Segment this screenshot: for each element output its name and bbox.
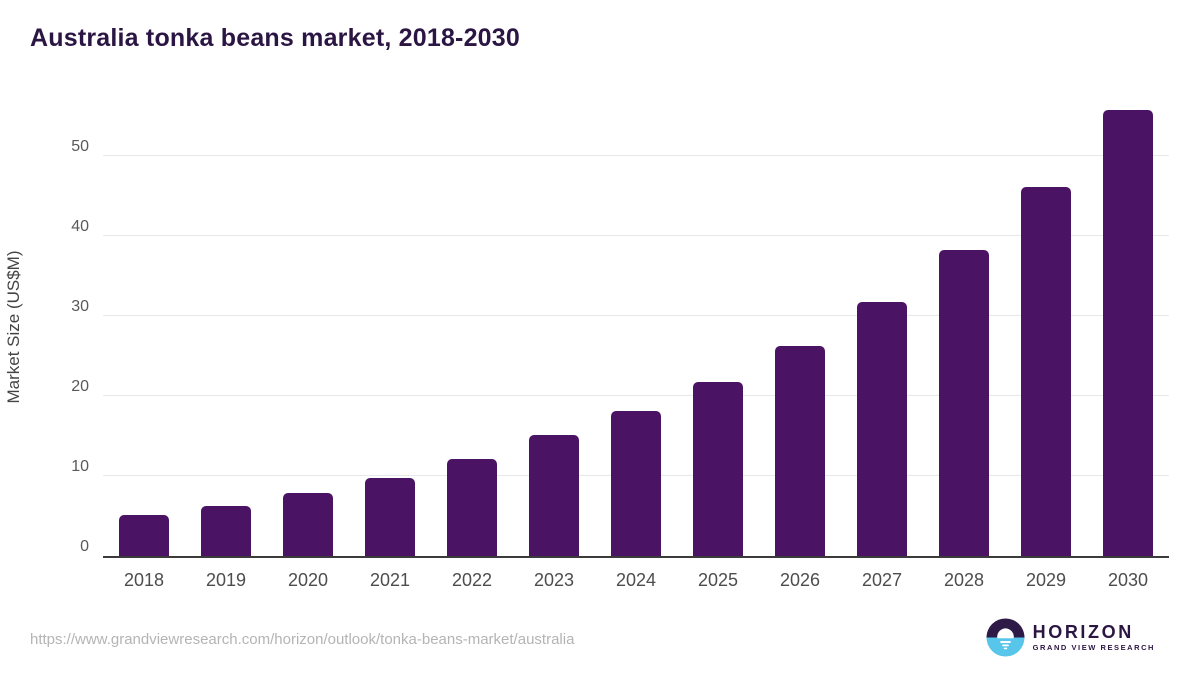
bar-2019 bbox=[201, 505, 251, 556]
horizon-logo-icon bbox=[986, 618, 1025, 657]
bar-2018 bbox=[119, 515, 169, 556]
bar-2022 bbox=[447, 459, 497, 556]
y-tick-label-30: 30 bbox=[71, 297, 89, 315]
chart-title: Australia tonka beans market, 2018-2030 bbox=[30, 24, 520, 52]
brand-subtitle: GRAND VIEW RESEARCH bbox=[1032, 643, 1155, 653]
bar-2021 bbox=[365, 478, 415, 556]
bar-2029 bbox=[1021, 187, 1071, 556]
y-tick-label-0: 0 bbox=[80, 538, 89, 555]
bars-container bbox=[103, 97, 1169, 556]
x-tick-label-2023: 2023 bbox=[533, 570, 575, 590]
bar-2030 bbox=[1103, 110, 1153, 556]
bar-slot bbox=[431, 97, 513, 556]
bar-2027 bbox=[857, 302, 907, 556]
bar-2026 bbox=[775, 346, 825, 556]
x-tick-label-2028: 2028 bbox=[943, 570, 985, 590]
plot-area: 2018 2019 2020 2021 2022 2023 2024 2025 2026 2027… bbox=[71, 97, 1169, 590]
x-tick-label-2030: 2030 bbox=[1107, 570, 1149, 590]
bar-2025 bbox=[693, 381, 743, 556]
bar-slot bbox=[267, 97, 349, 556]
x-axis-labels: 2018 2019 2020 2021 2022 2023 2024 2025 2026 2027… bbox=[103, 570, 1169, 591]
bar-slot bbox=[1005, 97, 1087, 556]
bar-2020 bbox=[283, 492, 333, 556]
bar-slot bbox=[349, 97, 431, 556]
x-tick-label-2024: 2024 bbox=[615, 570, 657, 590]
bar-slot bbox=[677, 97, 759, 556]
gridline-20 bbox=[103, 394, 1169, 396]
bar-slot bbox=[759, 97, 841, 556]
bar-slot bbox=[841, 97, 923, 556]
bar-slot bbox=[513, 97, 595, 556]
y-tick-label-10: 10 bbox=[71, 457, 89, 475]
bar-slot bbox=[185, 97, 267, 556]
gridline-40 bbox=[103, 234, 1169, 236]
x-tick-label-2027: 2027 bbox=[861, 570, 903, 590]
x-tick-label-2020: 2020 bbox=[287, 570, 329, 590]
bar-2024 bbox=[611, 411, 661, 556]
y-tick-label-50: 50 bbox=[71, 137, 89, 155]
y-axis-title: Market Size (US$M) bbox=[4, 250, 23, 404]
bar-slot bbox=[103, 97, 185, 556]
x-tick-label-2019: 2019 bbox=[205, 570, 247, 590]
bar-2023 bbox=[529, 435, 579, 556]
x-tick-label-2018: 2018 bbox=[123, 570, 165, 590]
x-tick-label-2021: 2021 bbox=[369, 570, 411, 590]
x-tick-label-2025: 2025 bbox=[697, 570, 739, 590]
bar-slot bbox=[595, 97, 677, 556]
y-tick-label-40: 40 bbox=[71, 217, 89, 235]
source-url: https://www.grandviewresearch.com/horizo… bbox=[30, 631, 575, 648]
bar-slot bbox=[923, 97, 1005, 556]
x-tick-label-2022: 2022 bbox=[451, 570, 493, 590]
gridline-30 bbox=[103, 314, 1169, 316]
brand-text: HORIZON GRAND VIEW RESEARCH bbox=[1032, 621, 1155, 653]
x-tick-label-2026: 2026 bbox=[779, 570, 821, 590]
brand-name: HORIZON bbox=[1032, 621, 1134, 642]
gridline-50 bbox=[103, 154, 1169, 156]
brand-logo: HORIZON GRAND VIEW RESEARCH bbox=[986, 618, 1155, 657]
bar-2028 bbox=[939, 250, 989, 556]
bar-slot bbox=[1087, 97, 1169, 556]
x-tick-label-2029: 2029 bbox=[1025, 570, 1067, 590]
y-tick-label-20: 20 bbox=[71, 377, 89, 395]
